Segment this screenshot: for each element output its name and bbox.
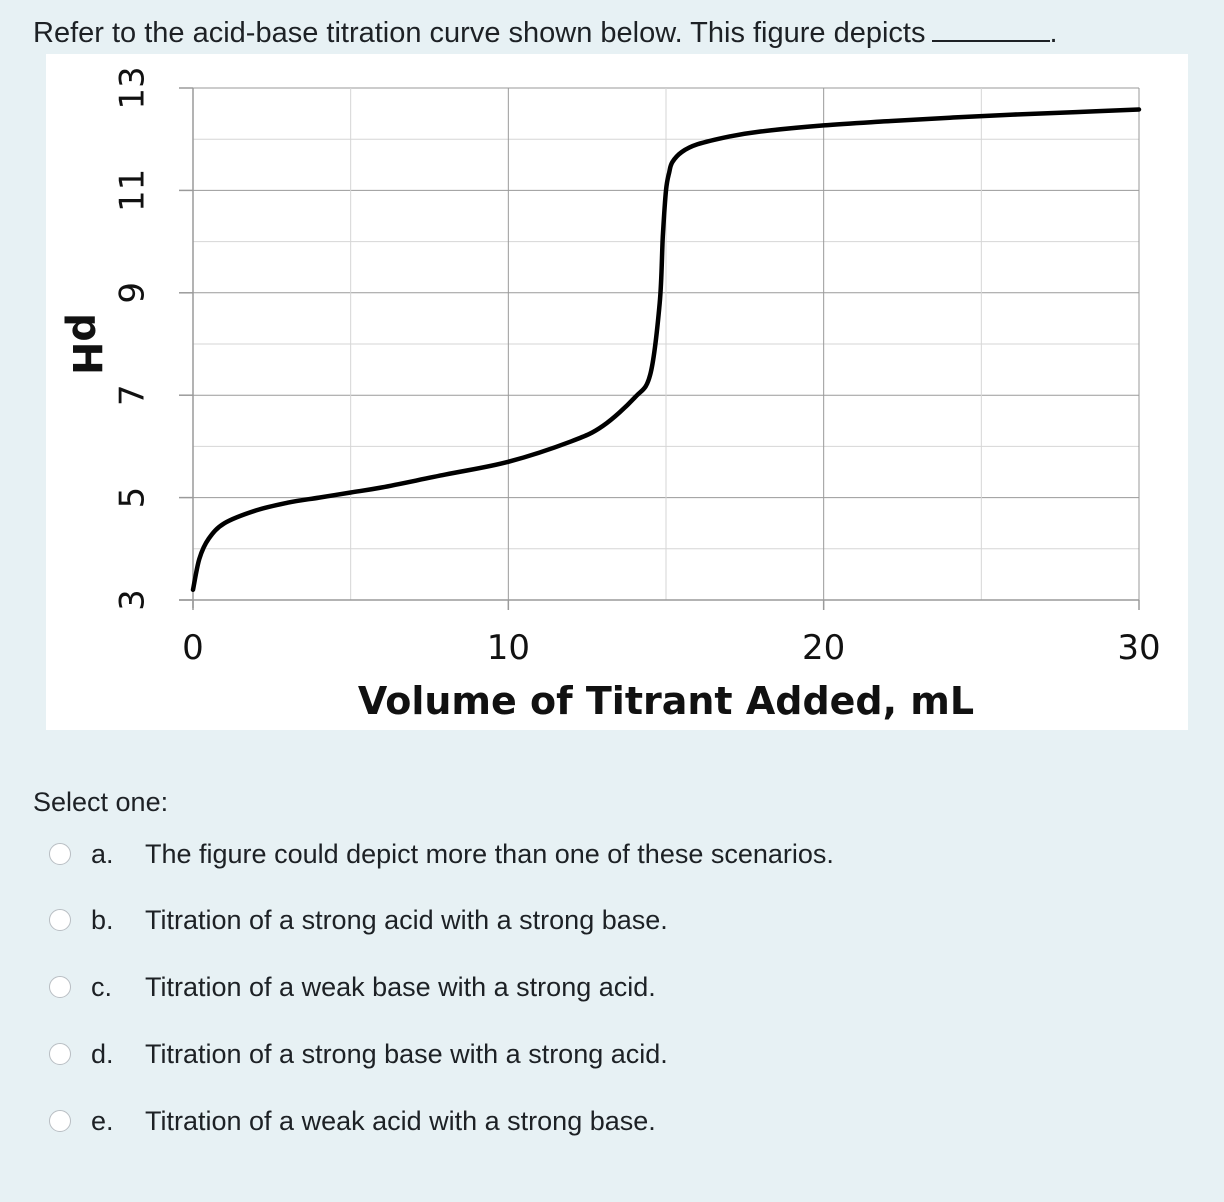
radio-option-a[interactable]: [49, 843, 71, 865]
option-d-letter: d.: [91, 1038, 114, 1069]
option-c-text: Titration of a weak base with a strong a…: [145, 971, 656, 1002]
option-d[interactable]: d. Titration of a strong base with a str…: [46, 1034, 1046, 1074]
x-tick-label: 30: [1117, 628, 1160, 668]
y-tick-label: 9: [113, 282, 153, 304]
option-a[interactable]: a. The figure could depict more than one…: [46, 834, 1046, 874]
select-one-label: Select one:: [33, 787, 169, 817]
option-c[interactable]: c. Titration of a weak base with a stron…: [46, 967, 1046, 1007]
y-tick-label: 3: [113, 589, 153, 611]
x-axis-title: Volume of Titrant Added, mL: [358, 679, 974, 723]
y-axis-title: pH: [63, 313, 109, 375]
titration-curve: [190, 107, 1142, 593]
y-tick-label: 13: [113, 66, 153, 109]
x-tick-label: 10: [487, 628, 530, 668]
question-suffix: .: [1049, 17, 1058, 49]
option-b-letter: b.: [91, 904, 114, 935]
radio-option-d[interactable]: [49, 1043, 71, 1065]
option-a-letter: a.: [91, 838, 114, 869]
answer-blank: [931, 40, 1050, 42]
option-c-letter: c.: [91, 971, 113, 1002]
radio-option-c[interactable]: [49, 976, 71, 998]
option-e-text: Titration of a weak acid with a strong b…: [145, 1105, 656, 1136]
radio-option-b[interactable]: [49, 909, 71, 931]
y-tick-label: 5: [113, 487, 153, 509]
option-b-text: Titration of a strong acid with a strong…: [145, 904, 668, 935]
question-text: Refer to the acid-base titration curve s…: [33, 14, 1058, 52]
option-e[interactable]: e. Titration of a weak acid with a stron…: [46, 1101, 1046, 1141]
option-e-letter: e.: [91, 1105, 114, 1136]
x-tick-label: 20: [802, 628, 845, 668]
option-b[interactable]: b. Titration of a strong acid with a str…: [46, 900, 1046, 940]
y-tick-label: 7: [113, 384, 153, 406]
titration-figure: 13 11 9 7 5 3 0 10 20 30 Volume of Titrant Added, …: [46, 54, 1188, 730]
option-a-text: The figure could depict more than one of…: [145, 838, 834, 869]
question-prompt: Refer to the acid-base titration curve s…: [33, 17, 926, 49]
x-tick-label: 0: [182, 628, 204, 668]
option-d-text: Titration of a strong base with a strong…: [145, 1038, 668, 1069]
y-tick-label: 11: [113, 169, 153, 212]
radio-option-e[interactable]: [49, 1110, 71, 1132]
